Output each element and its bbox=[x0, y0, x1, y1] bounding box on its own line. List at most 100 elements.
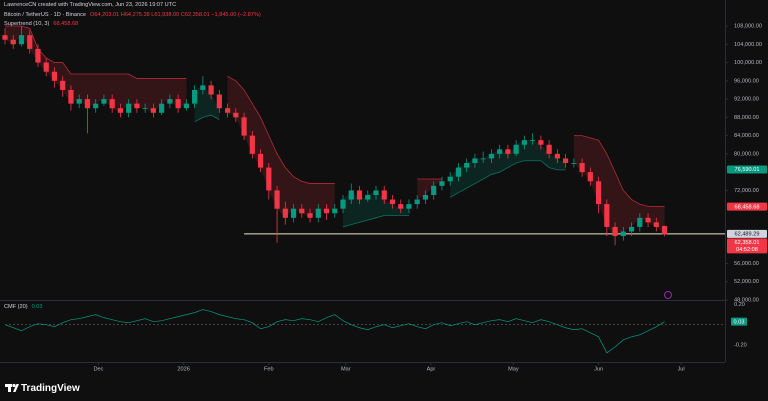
candle-body bbox=[530, 140, 536, 141]
candle-body bbox=[76, 99, 82, 104]
x-tick-label: Dec bbox=[93, 366, 103, 372]
candle-body bbox=[323, 208, 330, 214]
x-tick-label: Jun bbox=[594, 366, 603, 372]
x-tick-label: Mar bbox=[341, 366, 351, 372]
supertrend-fill bbox=[417, 178, 442, 200]
candle-body bbox=[356, 190, 363, 200]
candle-body bbox=[224, 108, 231, 113]
candle-body bbox=[406, 204, 412, 209]
candle-body bbox=[266, 167, 272, 191]
y-tick-label: 92,000.00 bbox=[734, 97, 759, 103]
y-tick-label: 52,000.00 bbox=[734, 279, 759, 285]
price-label: 62,489.29 bbox=[735, 232, 760, 238]
candle-body bbox=[472, 158, 478, 164]
supertrend-fill bbox=[573, 135, 665, 237]
supertrend-fill bbox=[194, 85, 220, 122]
ohlc: O64,203.01 H64,275.38 L61,938.00 C62,358… bbox=[89, 12, 261, 18]
candle-body bbox=[84, 99, 91, 109]
candle-body bbox=[315, 208, 321, 218]
candle-body bbox=[60, 80, 66, 90]
candle-body bbox=[455, 167, 462, 177]
legend-watermark: LawrenceCN created with TradingView.com,… bbox=[4, 1, 180, 9]
candle-body bbox=[365, 194, 371, 200]
candle-body bbox=[142, 108, 148, 110]
price-label: 68,458.68 bbox=[735, 204, 760, 210]
cmf-value-box bbox=[731, 317, 747, 326]
x-tick-label: Feb bbox=[264, 366, 274, 372]
supertrend-fill bbox=[450, 140, 566, 198]
supertrend-line bbox=[227, 75, 335, 184]
y-tick-label: 96,000.00 bbox=[734, 78, 759, 84]
price-label-box bbox=[727, 238, 767, 254]
candle-body bbox=[480, 158, 486, 160]
candle-body bbox=[290, 208, 297, 218]
candle-body bbox=[183, 103, 189, 109]
y-tick-label: 80,000.00 bbox=[734, 151, 759, 157]
candle-body bbox=[587, 172, 593, 182]
candle-body bbox=[521, 140, 527, 145]
candle-body bbox=[513, 144, 519, 154]
candle-body bbox=[208, 85, 214, 95]
candle-body bbox=[167, 99, 173, 104]
x-tick-label: 2026 bbox=[177, 366, 189, 372]
candle-body bbox=[340, 199, 346, 209]
logo-shape bbox=[8, 387, 11, 392]
candle-body bbox=[464, 163, 470, 168]
x-tick-label: May bbox=[508, 366, 519, 372]
candle-body bbox=[505, 149, 511, 154]
candle-body bbox=[2, 35, 8, 40]
cmf-tick-label: 0.20 bbox=[734, 302, 745, 308]
candle-body bbox=[101, 99, 107, 104]
candle-body bbox=[307, 213, 313, 218]
cmf-value-label: 0.03 bbox=[734, 319, 745, 325]
cmf-name: CMF (20) bbox=[4, 304, 28, 310]
y-tick-label: 108,000.00 bbox=[734, 24, 762, 30]
supertrend-fill bbox=[227, 76, 335, 218]
price-label-countdown: 04:52:08 bbox=[736, 247, 758, 253]
candle-body bbox=[233, 112, 239, 118]
candle-body bbox=[612, 226, 618, 237]
supertrend-line bbox=[342, 215, 409, 228]
price-label-box bbox=[727, 229, 767, 238]
price-label: 76,590.01 bbox=[735, 167, 760, 173]
candle-body bbox=[497, 149, 503, 154]
candle-body bbox=[604, 204, 610, 227]
supertrend-line bbox=[5, 25, 187, 79]
logo-shape bbox=[13, 384, 19, 392]
candle-body bbox=[563, 158, 569, 164]
supertrend-line bbox=[194, 114, 220, 123]
cmf-line bbox=[4, 309, 665, 354]
candle-body bbox=[389, 199, 396, 205]
price-label-box bbox=[727, 165, 767, 174]
logo-shape bbox=[5, 384, 12, 387]
symbol: Bitcoin / TetherUS · 1D · Binance bbox=[4, 12, 86, 18]
candle-body bbox=[134, 103, 140, 109]
supertrend-name: Supertrend (10, 3) bbox=[4, 21, 50, 27]
price-label: 62,358.01 bbox=[735, 240, 760, 246]
candle-body bbox=[422, 194, 429, 200]
candle-body bbox=[241, 117, 247, 136]
candle-body bbox=[439, 181, 445, 186]
y-tick-label: 48,000.00 bbox=[734, 297, 759, 303]
candle-body bbox=[175, 99, 181, 109]
candle-body bbox=[661, 226, 668, 235]
cmf-value: 0.03 bbox=[31, 304, 43, 310]
candle-body bbox=[18, 35, 25, 45]
candle-body bbox=[249, 135, 255, 154]
y-tick-label: 56,000.00 bbox=[734, 261, 759, 267]
legend-cmf: CMF (20) 0.03 bbox=[4, 303, 47, 311]
candle-body bbox=[595, 181, 602, 205]
candle-body bbox=[414, 199, 420, 205]
candle-body bbox=[93, 103, 99, 109]
candle-body bbox=[274, 190, 280, 209]
candle-body bbox=[579, 163, 585, 173]
alert-icon[interactable] bbox=[664, 291, 672, 299]
candle-body bbox=[299, 208, 305, 214]
candle-body bbox=[332, 208, 338, 214]
candle-body bbox=[216, 94, 222, 109]
legend-supertrend: Supertrend (10, 3) 68,458.68 bbox=[4, 20, 82, 28]
candle-body bbox=[381, 190, 387, 200]
logo-shape bbox=[12, 383, 16, 388]
candle-body bbox=[109, 99, 115, 109]
